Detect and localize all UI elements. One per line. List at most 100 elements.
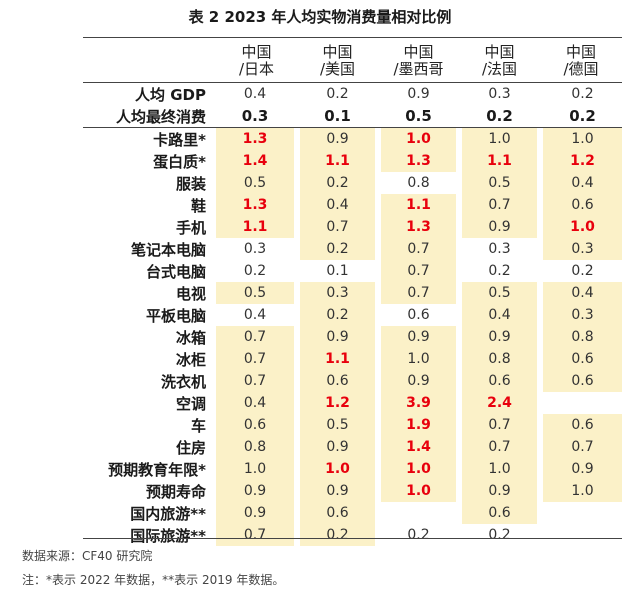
cell-value: 1.3	[216, 128, 294, 150]
table-row: 卡路里* 1.3 0.9 1.0 1.0 1.0	[83, 128, 622, 150]
value-cell: 0.5	[297, 414, 378, 436]
value-cell: 0.7	[378, 238, 459, 260]
cell-value: 1.4	[216, 150, 294, 172]
value-cell: 0.6	[297, 370, 378, 392]
cell-value: 2.4	[462, 392, 537, 414]
value-cell: 1.3	[378, 150, 459, 172]
cell-value: 1.0	[543, 128, 622, 150]
value-cell: 1.4	[216, 150, 297, 172]
value-cell: 0.3	[216, 238, 297, 260]
cell-value: 0.9	[462, 216, 537, 238]
value-cell: 0.6	[540, 348, 622, 370]
value-cell: 0.9	[378, 370, 459, 392]
table-row: 蛋白质* 1.4 1.1 1.3 1.1 1.2	[83, 150, 622, 172]
row-label: 平板电脑	[145, 306, 206, 325]
cell-value: 0.7	[381, 238, 456, 260]
value-cell: 1.0	[540, 216, 622, 238]
value-cell: 0.2	[297, 172, 378, 194]
value-cell: 2.4	[459, 392, 540, 414]
value-cell	[378, 502, 459, 524]
value-cell: 0.6	[216, 414, 297, 436]
row-label: 台式电脑	[145, 262, 206, 281]
cell-value: 1.0	[381, 348, 456, 370]
table-row: 预期寿命 0.9 0.9 1.0 0.9 1.0	[83, 480, 622, 502]
value-cell: 0.2	[459, 260, 540, 282]
cell-value: 0.6	[462, 370, 537, 392]
table-row: 台式电脑 0.2 0.1 0.7 0.2 0.2	[83, 260, 622, 282]
cell-value: 0.6	[300, 370, 375, 392]
value-cell	[540, 502, 622, 524]
cell-value: 0.4	[216, 392, 294, 414]
value-cell: 1.0	[378, 480, 459, 502]
row-label: 冰箱	[175, 328, 206, 347]
row-label: 冰柜	[175, 350, 206, 369]
cell-value: 0.9	[216, 502, 294, 524]
consumption-ratio-table: 中国/日本 中国/美国 中国/墨西哥 中国/法国 中国/德国 人均 GDP 0.4…	[83, 40, 622, 546]
row-label: 手机	[175, 218, 206, 237]
cell-value: 0.2	[571, 263, 594, 279]
value-cell: 0.7	[540, 436, 622, 458]
value-cell: 0.4	[459, 304, 540, 326]
value-cell: 0.9	[297, 436, 378, 458]
value-cell: 0.7	[297, 216, 378, 238]
source-note: 数据来源：CF40 研究院	[22, 549, 153, 563]
cell-value: 0.6	[216, 414, 294, 436]
table-header-row: 中国/日本 中国/美国 中国/墨西哥 中国/法国 中国/德国	[83, 40, 622, 83]
value-cell: 0.2	[540, 83, 622, 106]
value-cell: 0.9	[540, 458, 622, 480]
cell-value: 0.7	[462, 414, 537, 436]
cell-value: 0.2	[300, 238, 375, 260]
cell-value: 1.0	[300, 458, 375, 480]
cell-value: 0.2	[488, 527, 511, 543]
value-cell: 0.1	[297, 105, 378, 128]
value-cell: 1.0	[459, 458, 540, 480]
table-row: 洗衣机 0.7 0.6 0.9 0.6 0.6	[83, 370, 622, 392]
value-cell: 0.9	[459, 326, 540, 348]
value-cell: 1.9	[378, 414, 459, 436]
cell-value: 1.2	[543, 150, 622, 172]
value-cell: 0.6	[459, 370, 540, 392]
row-label: 空调	[175, 394, 206, 413]
row-label: 蛋白质*	[153, 152, 206, 171]
cell-value: 0.5	[216, 282, 294, 304]
value-cell: 0.9	[216, 502, 297, 524]
row-label: 国内旅游**	[130, 504, 206, 523]
cell-value: 0.3	[488, 86, 511, 102]
cell-value: 0.7	[381, 282, 456, 304]
value-cell: 0.3	[297, 282, 378, 304]
cell-value: 0.4	[462, 304, 537, 326]
cell-value: 1.1	[216, 216, 294, 238]
value-cell: 1.2	[540, 150, 622, 172]
cell-value: 0.6	[407, 307, 430, 323]
cell-value: 0.4	[543, 172, 622, 194]
footer: 数据来源：CF40 研究院 注：*表示 2022 年数据，**表示 2019 年…	[22, 544, 284, 592]
value-cell: 0.8	[459, 348, 540, 370]
cell-value: 1.1	[381, 194, 456, 216]
cell-value: 1.3	[381, 216, 456, 238]
column-header: 中国/美国	[297, 40, 378, 83]
cell-value: 1.9	[381, 414, 456, 436]
table-row: 车 0.6 0.5 1.9 0.7 0.6	[83, 414, 622, 436]
value-cell: 1.1	[216, 216, 297, 238]
cell-value: 0.2	[488, 263, 511, 279]
cell-value: 0.3	[488, 241, 511, 257]
cell-value: 0.9	[462, 326, 537, 348]
value-cell: 0.6	[540, 414, 622, 436]
cell-value: 1.1	[300, 150, 375, 172]
cell-value: 0.7	[543, 436, 622, 458]
cell-value: 0.4	[243, 86, 267, 102]
cell-value: 0.5	[405, 107, 432, 125]
cell-value: 1.0	[543, 216, 622, 238]
value-cell: 0.6	[540, 194, 622, 216]
cell-value: 0.7	[300, 216, 375, 238]
row-label: 预期寿命	[145, 482, 206, 501]
table-row: 平板电脑 0.4 0.2 0.6 0.4 0.3	[83, 304, 622, 326]
cell-value	[543, 392, 622, 414]
cell-value	[381, 502, 456, 524]
value-cell: 0.2	[540, 105, 622, 128]
value-cell: 0.4	[297, 194, 378, 216]
bottom-rule	[83, 538, 622, 539]
value-cell: 0.7	[459, 194, 540, 216]
row-label: 电视	[175, 284, 206, 303]
table-row: 国内旅游** 0.9 0.6 0.6	[83, 502, 622, 524]
